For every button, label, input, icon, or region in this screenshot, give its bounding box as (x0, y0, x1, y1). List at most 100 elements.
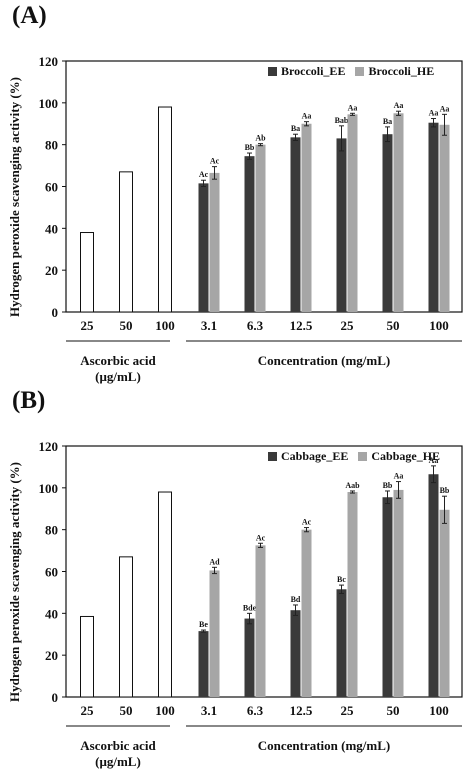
chart-panel-b: (B) Hydrogen peroxide scavenging activit… (0, 385, 476, 772)
bar-ee (382, 497, 393, 697)
reference-group-label-line2: (μg/mL) (95, 754, 141, 769)
x-tick-label: 12.5 (290, 703, 313, 718)
significance-label-he: Ac (302, 518, 312, 527)
x-tick-label: 6.3 (247, 318, 264, 333)
x-tick-label: 25 (341, 703, 355, 718)
significance-label-he: Aa (440, 104, 450, 113)
legend-item-he: Broccoli_HE (355, 64, 434, 79)
legend-label-ee: Broccoli_EE (281, 64, 346, 78)
bar-ee (244, 156, 255, 312)
significance-label-he: Ac (210, 157, 220, 166)
x-tick-label: 25 (81, 703, 95, 718)
y-tick-label: 40 (45, 221, 58, 236)
legend-swatch-ee (268, 67, 277, 76)
reference-bar (119, 556, 133, 698)
significance-label-he: Ad (209, 557, 220, 566)
y-tick-label: 120 (39, 439, 59, 454)
significance-label-ee: Bd (291, 595, 301, 604)
bar-he (255, 545, 266, 697)
x-tick-label: 25 (341, 318, 355, 333)
bar-ee (336, 138, 347, 312)
reference-group-label-line2: (μg/mL) (95, 369, 141, 384)
y-tick-label: 100 (39, 96, 59, 111)
bar-he (301, 123, 312, 312)
bar-he (209, 172, 220, 312)
bar-he (393, 489, 404, 697)
bar-he (301, 529, 312, 697)
bar-ee (428, 122, 439, 313)
bar-he (439, 124, 450, 312)
bar-ee (290, 610, 301, 697)
bar-he (393, 113, 404, 313)
y-tick-label: 120 (39, 54, 59, 69)
bar-ee (290, 137, 301, 312)
significance-label-he: Aa (302, 112, 312, 121)
y-tick-label: 0 (52, 690, 59, 705)
reference-bar (80, 615, 94, 698)
reference-group-label-line1: Ascorbic acid (80, 738, 156, 753)
x-tick-label: 50 (120, 703, 133, 718)
x-tick-label: 50 (387, 703, 400, 718)
significance-label-he: Bb (440, 486, 450, 495)
bar-he (209, 570, 220, 697)
bar-ee (382, 134, 393, 312)
legend: Broccoli_EE Broccoli_HE (268, 64, 434, 79)
reference-bar (80, 232, 94, 313)
bar-ee (428, 474, 439, 697)
significance-label-he: Aa (394, 101, 404, 110)
x-tick-label: 6.3 (247, 703, 264, 718)
y-tick-label: 40 (45, 606, 58, 621)
reference-group-label: Ascorbic acid (μg/mL) (66, 738, 170, 770)
bar-ee (244, 618, 255, 697)
panel-label: (A) (12, 2, 47, 29)
significance-label-he: Aab (345, 481, 360, 490)
x-tick-label: 100 (429, 318, 449, 333)
reference-group-label: Ascorbic acid (μg/mL) (66, 353, 170, 385)
significance-label-he: Aa (394, 472, 404, 481)
legend-item-ee: Cabbage_EE (268, 449, 348, 464)
legend-swatch-ee (268, 452, 277, 461)
legend-swatch-he (358, 452, 368, 461)
significance-label-he: Ab (255, 134, 266, 143)
significance-label-ee: Be (199, 620, 208, 629)
y-tick-label: 0 (52, 305, 59, 320)
plot-area: 0 20 40 60 80 100 120 25 50 100 Be Ad 3.1 Bde Ac 6.3 Bd A… (39, 439, 463, 727)
significance-label-he: Aa (348, 103, 358, 112)
significance-label-ee: Bde (243, 603, 257, 612)
significance-label-ee: Bab (335, 116, 349, 125)
x-tick-label: 50 (387, 318, 400, 333)
x-tick-label: 25 (81, 318, 95, 333)
x-tick-label: 100 (429, 703, 449, 718)
legend-swatch-he (355, 67, 365, 76)
significance-label-ee: Aa (429, 109, 439, 118)
legend-label-he: Cabbage_HE (371, 449, 441, 463)
x-tick-label: 100 (155, 703, 175, 718)
x-tick-label: 50 (120, 318, 133, 333)
legend-label-he: Broccoli_HE (368, 64, 435, 78)
y-tick-label: 60 (45, 565, 58, 580)
legend-label-ee: Cabbage_EE (281, 449, 349, 463)
significance-label-ee: Bb (245, 143, 255, 152)
bar-ee (198, 183, 209, 312)
significance-label-ee: Bc (337, 575, 346, 584)
y-tick-label: 20 (45, 648, 58, 663)
y-tick-label: 80 (45, 138, 58, 153)
sample-group-label: Concentration (mg/mL) (257, 353, 391, 368)
bar-he (255, 144, 266, 312)
reference-bar (119, 171, 133, 313)
y-tick-label: 100 (39, 481, 59, 496)
significance-label-ee: Bb (383, 481, 393, 490)
x-tick-label: 100 (155, 318, 175, 333)
significance-label-ee: Ba (291, 124, 300, 133)
y-tick-label: 80 (45, 523, 58, 538)
bar-ee (198, 631, 209, 697)
reference-group-label-line1: Ascorbic acid (80, 353, 156, 368)
x-tick-label: 12.5 (290, 318, 313, 333)
legend-item-ee: Broccoli_EE (268, 64, 345, 79)
x-tick-label: 3.1 (201, 318, 217, 333)
reference-bar (158, 106, 172, 313)
y-tick-label: 20 (45, 263, 58, 278)
significance-label-ee: Ac (199, 170, 209, 179)
y-tick-label: 60 (45, 180, 58, 195)
significance-label-ee: Aa (429, 456, 439, 465)
